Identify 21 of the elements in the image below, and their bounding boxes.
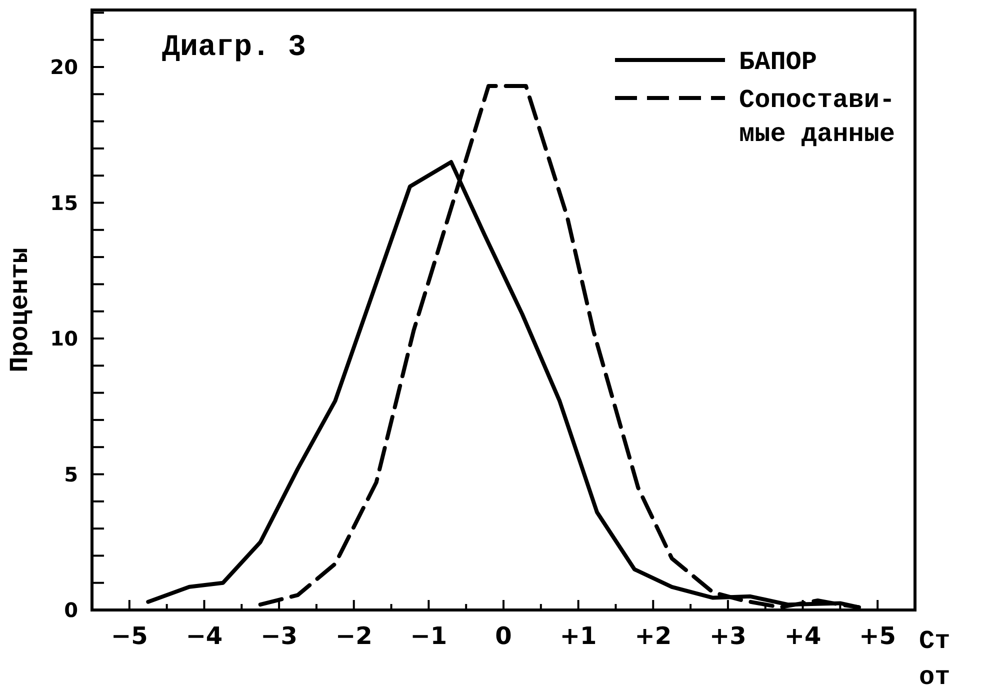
x-tick-label: +3	[710, 622, 746, 650]
x-tick-label: −2	[335, 622, 372, 650]
y-tick-label: 15	[50, 190, 78, 215]
x-tick-label: +4	[784, 622, 822, 650]
y-tick-label: 10	[50, 326, 78, 351]
x-tick-label: +5	[859, 622, 896, 650]
y-tick-label: 20	[50, 55, 78, 80]
x-tick-label: 0	[495, 622, 512, 650]
y-axis-title: Проценты	[5, 248, 36, 372]
legend-label: БАПОР	[739, 47, 818, 78]
x-tick-label: −1	[410, 622, 448, 650]
x-tick-label: +1	[560, 622, 597, 650]
x-axis-title: Ст от	[919, 626, 950, 692]
legend-label: Сопостави- мые данные	[739, 85, 896, 150]
x-tick-label: +2	[634, 622, 672, 650]
y-tick-label: 5	[64, 462, 78, 486]
text: Диагр. 3	[162, 31, 306, 65]
x-tick-label: −5	[111, 622, 148, 650]
x-tick-label: −3	[260, 622, 298, 650]
y-tick-label: 0	[64, 598, 78, 622]
x-tick-label: −4	[186, 622, 223, 650]
